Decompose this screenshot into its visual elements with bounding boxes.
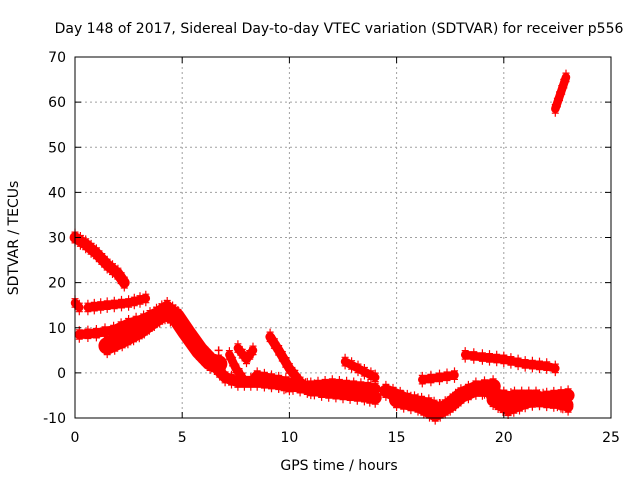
data-markers [234,340,257,368]
data-band [98,303,228,373]
data-band [70,298,84,312]
series-arc-17 [460,347,560,377]
series-arc-1 [69,228,130,292]
data-series [69,69,575,425]
y-tick-label: -10 [43,411,66,427]
series-arc-15 [388,375,501,425]
y-axis-label: SDTVAR / TECUs [6,181,22,296]
data-markers [418,367,458,388]
data-band [418,370,459,384]
data-markers [103,299,223,377]
data-markers [551,69,570,117]
series-arc-16 [418,367,459,388]
series-arc-21 [551,69,571,117]
y-tick-label: 0 [57,366,66,382]
axis-ticks: 0 5 10 15 20 25 -10 0 10 20 30 40 50 60 70 [43,50,620,446]
x-tick-label: 0 [71,430,80,446]
series-arc-20 [509,386,574,416]
grid-lines [75,57,611,418]
data-markers [341,353,379,386]
data-markers [225,347,246,386]
x-axis-label: GPS time / hours [280,458,397,474]
series-arc-2 [70,295,84,316]
data-band [305,378,381,395]
data-markers [461,347,559,377]
data-band [83,294,151,312]
data-markers [511,386,572,416]
series-arc-12 [305,375,381,398]
x-tick-label: 15 [388,430,406,446]
y-tick-label: 30 [48,231,66,247]
chart-title: Day 148 of 2017, Sidereal Day-to-day VTE… [55,21,624,37]
x-tick-label: 25 [602,430,620,446]
data-markers [84,290,150,316]
series-arc-3 [83,290,151,316]
data-markers [393,375,497,425]
data-band [509,390,574,413]
y-tick-label: 20 [48,276,66,292]
data-point [214,346,223,355]
y-tick-label: 40 [48,185,66,201]
y-tick-label: 60 [48,95,66,111]
y-tick-label: 10 [48,321,66,337]
x-tick-label: 20 [495,430,513,446]
x-tick-label: 10 [280,430,298,446]
series-arc-6 [214,346,223,355]
data-band [69,232,130,288]
y-tick-label: 50 [48,140,66,156]
y-tick-label: 70 [48,50,66,66]
data-band [340,357,380,382]
series-arc-13 [340,353,380,386]
series-arc-9 [233,340,258,368]
series-arc-8 [225,347,247,386]
series-arc-5 [98,299,228,377]
data-markers [307,375,379,398]
data-band [460,350,560,373]
x-tick-label: 5 [178,430,187,446]
data-band [388,378,501,422]
